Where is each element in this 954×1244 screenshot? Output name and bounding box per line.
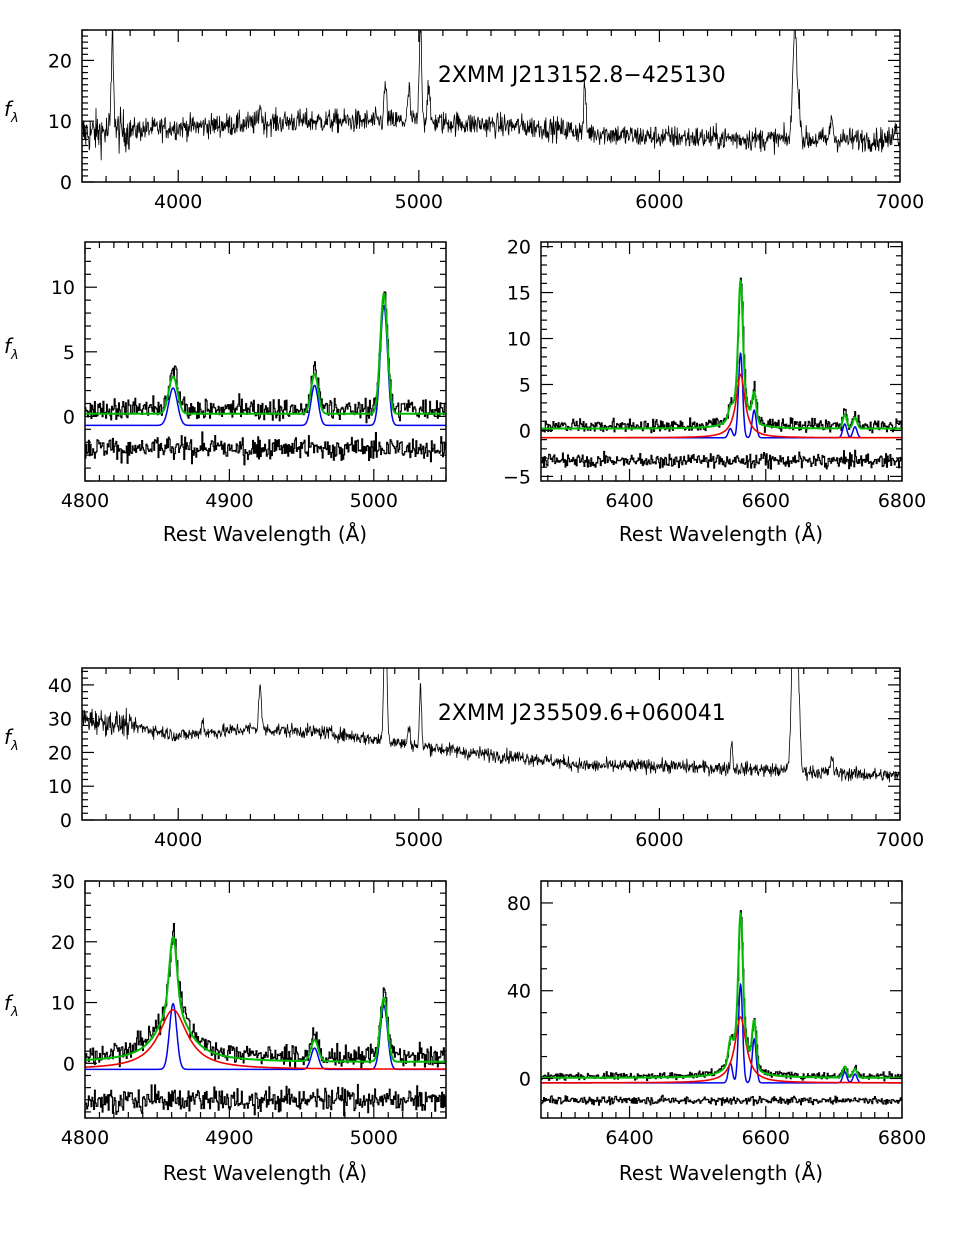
x-tick-label: 5000 <box>350 490 398 512</box>
x-tick-label: 5000 <box>350 1127 398 1149</box>
panel-obj2-hbeta-fit: 4800 4900 5000 0 10 20 30 <box>51 871 447 1149</box>
y-axis-title-bottom-fit: fλ <box>4 991 19 1020</box>
y-axis-title-top-fit: fλ <box>4 334 19 363</box>
y-tick-label: 20 <box>48 50 72 72</box>
total-model-fit <box>541 278 902 430</box>
x-axis-title-obj1-hbeta: Rest Wavelength (Å) <box>163 522 367 546</box>
plot-frame <box>540 880 903 1119</box>
plot-frame <box>540 241 903 482</box>
x-tick-label: 4900 <box>205 1127 253 1149</box>
plot-frame <box>81 29 901 183</box>
plot-frame <box>81 667 901 821</box>
panel-obj1-hbeta-fit: 4800 4900 5000 0 5 10 <box>51 241 447 512</box>
x-tick-label: 4800 <box>61 490 109 512</box>
panel-obj2-full-spectrum: 4000 5000 6000 7000 0 10 20 30 40 2XMM J235509.6+… <box>48 667 924 851</box>
object-name-label: 2XMM J235509.6+060041 <box>438 701 726 726</box>
x-tick-label: 7000 <box>876 829 924 851</box>
y-tick-label: 80 <box>507 893 531 915</box>
y-tick-label: 5 <box>519 374 531 396</box>
broad-component <box>541 373 902 439</box>
y-tick-label: 40 <box>48 675 72 697</box>
y-tick-label: 0 <box>519 1069 531 1091</box>
total-model-fit <box>85 292 446 415</box>
y-tick-label: 20 <box>48 742 72 764</box>
y-tick-label: 15 <box>507 283 531 305</box>
y-tick-label: 0 <box>60 810 72 832</box>
panel-obj1-full-spectrum: 4000 5000 6000 7000 0 10 20 2XMM J213152.8−4251… <box>48 29 924 213</box>
x-tick-label: 6400 <box>605 490 653 512</box>
y-tick-label: 20 <box>507 237 531 259</box>
x-tick-label: 5000 <box>395 829 443 851</box>
y-tick-label: 10 <box>51 993 75 1015</box>
y-tick-label: 20 <box>51 932 75 954</box>
plot-frame <box>84 880 447 1119</box>
y-axis-title-top-full: fλ <box>4 97 19 126</box>
x-tick-label: 4000 <box>154 191 202 213</box>
y-tick-label: 30 <box>48 709 72 731</box>
x-axis-title-obj2-hbeta: Rest Wavelength (Å) <box>163 1161 367 1185</box>
broad-component <box>541 1016 902 1084</box>
y-tick-label: 0 <box>519 420 531 442</box>
y-axis-title-bottom-full: fλ <box>4 725 19 754</box>
x-tick-label: 6000 <box>635 829 683 851</box>
y-tick-label: 10 <box>48 776 72 798</box>
fit-residuals <box>541 1094 902 1106</box>
x-tick-label: 6600 <box>742 1127 790 1149</box>
total-model-fit <box>541 910 902 1079</box>
spectrum-line <box>82 30 900 161</box>
y-tick-label: 0 <box>60 172 72 194</box>
x-tick-label: 6600 <box>742 490 790 512</box>
spectrum-line <box>82 668 900 783</box>
fit-residuals <box>85 431 446 466</box>
y-tick-label: 10 <box>48 111 72 133</box>
total-model-fit <box>85 935 446 1063</box>
object-name-label: 2XMM J213152.8−425130 <box>438 63 726 88</box>
x-tick-label: 4900 <box>205 490 253 512</box>
x-tick-label: 6000 <box>635 191 683 213</box>
y-tick-label: 10 <box>51 277 75 299</box>
observed-spectrum <box>541 910 902 1082</box>
y-tick-label: 10 <box>507 329 531 351</box>
y-tick-label: 0 <box>63 1053 75 1075</box>
fit-residuals <box>541 449 902 470</box>
panel-obj2-halpha-fit: 6400 6600 6800 0 40 80 <box>507 880 926 1149</box>
y-tick-label: 0 <box>63 406 75 428</box>
x-tick-label: 6800 <box>878 490 926 512</box>
y-tick-label: 5 <box>63 342 75 364</box>
fit-residuals <box>85 1083 446 1117</box>
x-tick-label: 6800 <box>878 1127 926 1149</box>
observed-spectrum <box>85 923 446 1070</box>
x-tick-label: 4000 <box>154 829 202 851</box>
observed-spectrum <box>541 277 902 434</box>
x-axis-title-obj1-halpha: Rest Wavelength (Å) <box>619 522 823 546</box>
broad-component <box>85 1008 446 1070</box>
panel-obj1-halpha-fit: 6400 6600 6800 −5 0 5 10 15 20 <box>503 237 926 512</box>
x-tick-label: 7000 <box>876 191 924 213</box>
x-tick-label: 4800 <box>61 1127 109 1149</box>
y-tick-label: 40 <box>507 981 531 1003</box>
plot-frame <box>84 241 447 482</box>
y-tick-label: −5 <box>503 466 531 488</box>
y-tick-label: 30 <box>51 871 75 893</box>
x-axis-title-obj2-halpha: Rest Wavelength (Å) <box>619 1161 823 1185</box>
x-tick-label: 5000 <box>395 191 443 213</box>
x-tick-label: 6400 <box>605 1127 653 1149</box>
